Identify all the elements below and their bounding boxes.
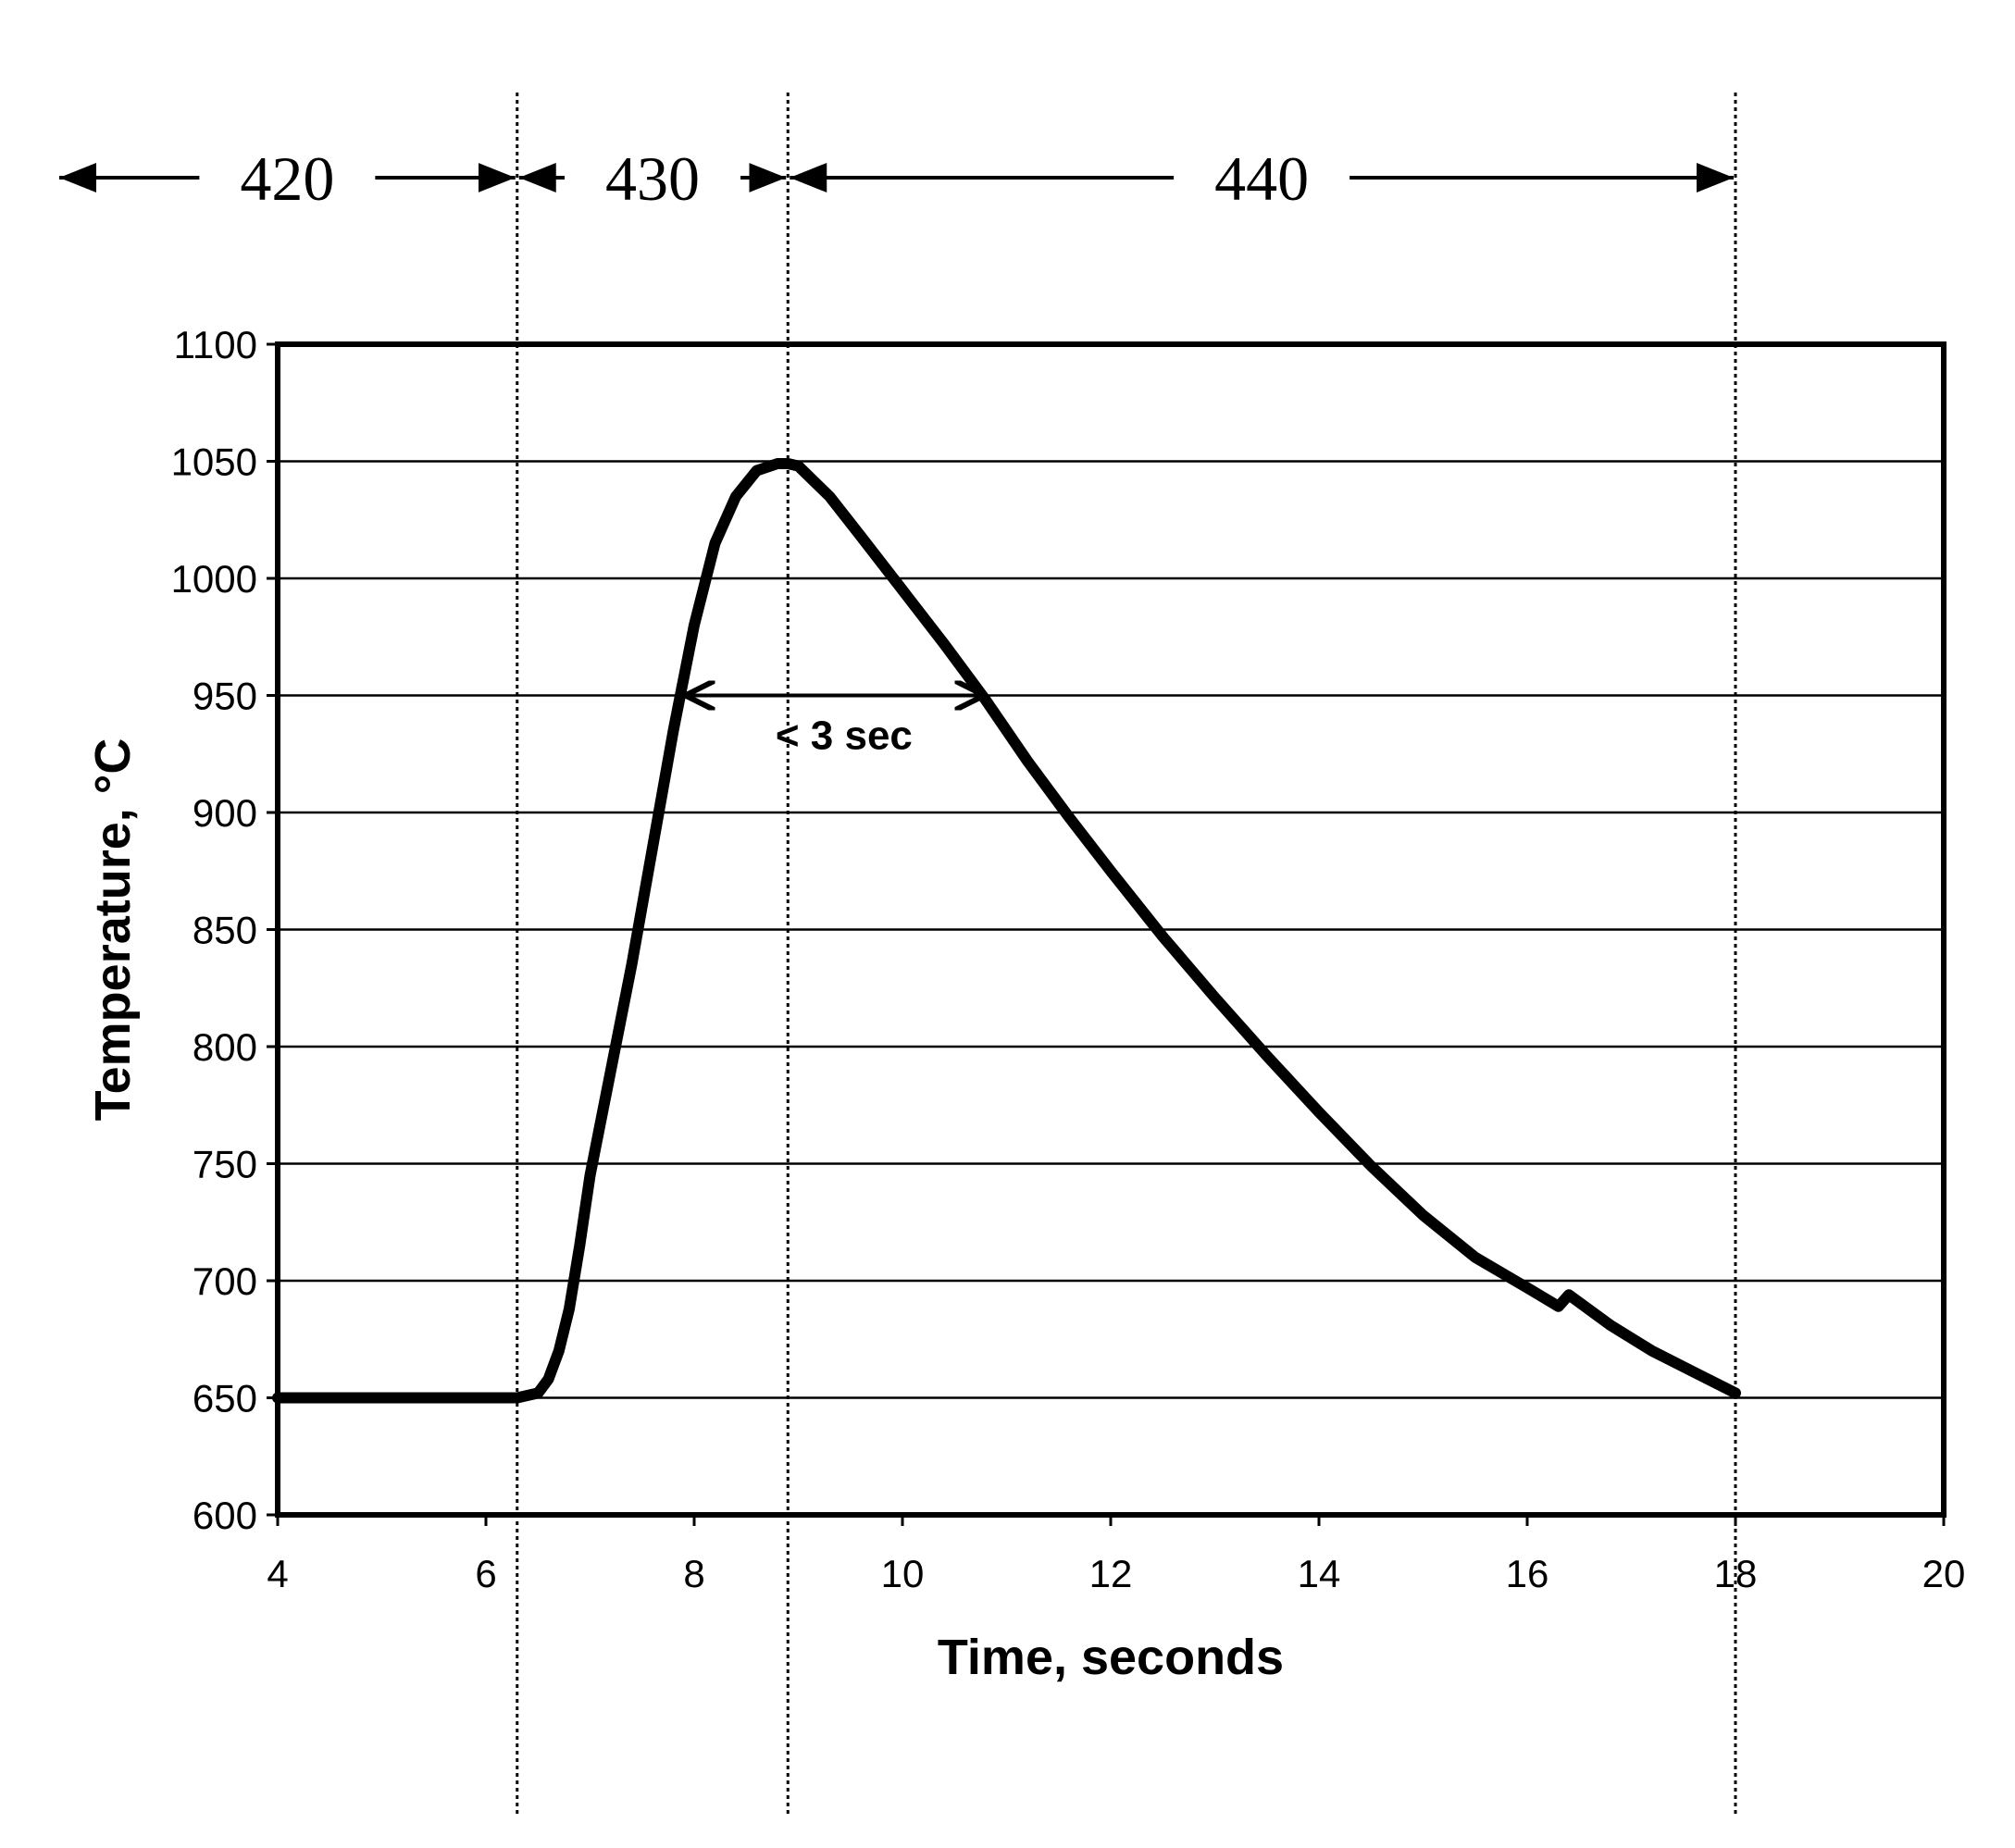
phase-markers: 420 430 440: [59, 143, 1734, 214]
y-tick-label: 850: [193, 909, 257, 952]
x-tick-label: 12: [1089, 1552, 1133, 1595]
axis-ticks: 600 650 700 750 800 850 900 950 1000 1050 1100 4 6 8 1…: [171, 323, 1966, 1595]
y-tick-label: 800: [193, 1025, 257, 1069]
phase-label: 430: [605, 143, 700, 214]
y-tick-label: 1050: [171, 440, 257, 484]
x-tick-label: 16: [1506, 1552, 1549, 1595]
y-axis-title: Temperature, °C: [85, 738, 141, 1122]
y-tick-label: 1000: [171, 557, 257, 601]
y-tick-label: 700: [193, 1259, 257, 1303]
y-tick-label: 650: [193, 1377, 257, 1420]
chart: 420430440 < 3 sec 6006507007508008509009…: [0, 0, 2015, 1843]
x-tick-label: 14: [1298, 1552, 1341, 1595]
x-axis-title: Time, seconds: [938, 1630, 1284, 1685]
annotation: < 3 sec: [689, 696, 980, 759]
phase-label: 440: [1214, 143, 1309, 214]
y-tick-label: 950: [193, 675, 257, 718]
x-tick-label: 6: [475, 1552, 496, 1595]
x-tick-label: 20: [1922, 1552, 1966, 1595]
x-tick-label: 4: [267, 1552, 288, 1595]
x-tick-label: 18: [1714, 1552, 1758, 1595]
y-tick-label: 600: [193, 1494, 257, 1537]
phase-label: 420: [240, 143, 334, 214]
grid-lines: [278, 462, 1944, 1398]
y-tick-label: 750: [193, 1143, 257, 1186]
chart-svg: 420430440 < 3 sec 6006507007508008509009…: [0, 0, 2015, 1843]
x-tick-label: 8: [683, 1552, 704, 1595]
y-tick-label: 1100: [174, 323, 257, 366]
x-tick-label: 10: [881, 1552, 925, 1595]
y-tick-label: 900: [193, 791, 257, 835]
annotation-label: < 3 sec: [776, 713, 913, 759]
